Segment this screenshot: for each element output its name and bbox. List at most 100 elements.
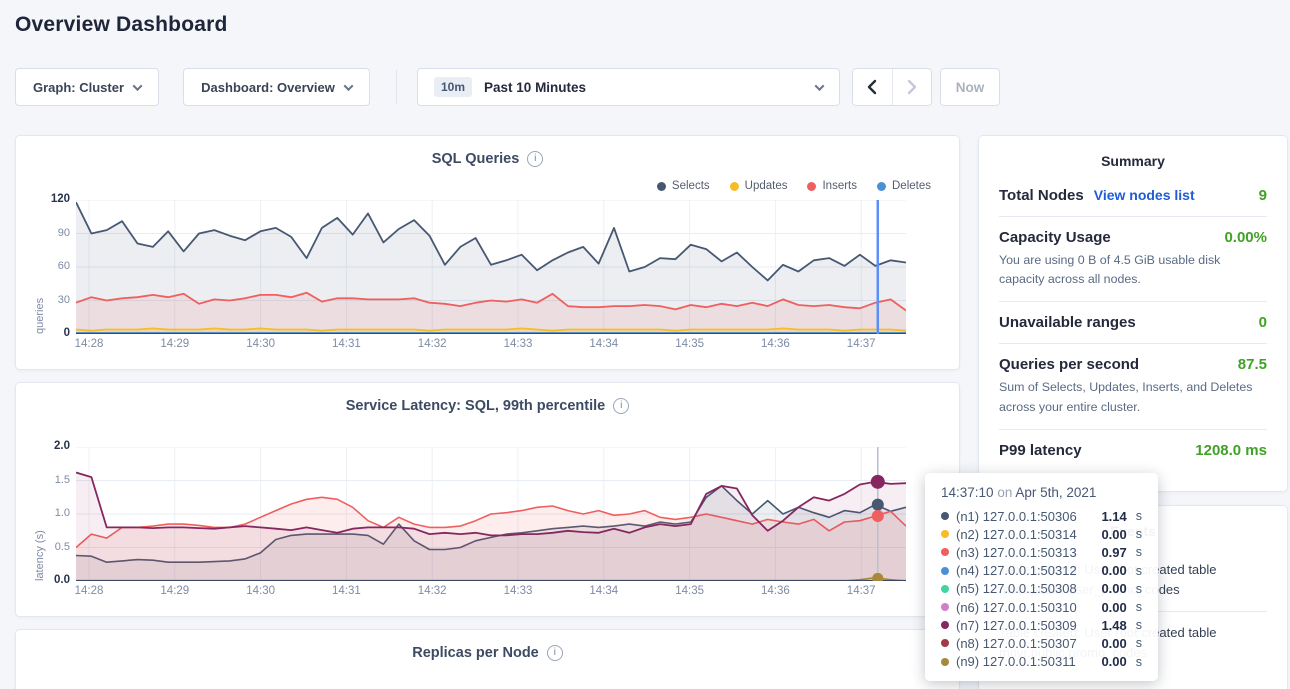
- x-tick-label: 14:30: [246, 338, 275, 350]
- summary-panel: Summary Total Nodes View nodes list 9 Ca…: [978, 135, 1288, 492]
- now-button[interactable]: Now: [940, 68, 1000, 106]
- summary-description: You are using 0 B of 4.5 GiB usable disk…: [999, 251, 1267, 289]
- y-tick-label: 1.0: [16, 507, 70, 519]
- latency-unit: s: [1136, 564, 1142, 578]
- latency-unit: s: [1136, 618, 1142, 632]
- legend-label: Updates: [745, 180, 788, 192]
- node-address: (n9) 127.0.0.1:50311: [956, 654, 1094, 669]
- tooltip-timestamp: 14:37:10 on Apr 5th, 2021: [941, 485, 1142, 500]
- legend-label: Inserts: [822, 180, 857, 192]
- latency-value: 1.14: [1101, 509, 1126, 524]
- latency-unit: s: [1136, 545, 1142, 559]
- chevron-left-icon: [866, 79, 878, 95]
- tooltip-row: (n8) 127.0.0.1:503070.00s: [941, 634, 1142, 652]
- summary-value: 0: [1259, 314, 1267, 331]
- sql-queries-chart: [76, 200, 906, 334]
- graph-dropdown[interactable]: Graph: Cluster: [15, 68, 159, 106]
- page-title: Overview Dashboard: [15, 13, 228, 37]
- latency-unit: s: [1136, 655, 1142, 669]
- summary-value: 1208.0 ms: [1195, 442, 1267, 459]
- series-dot: [941, 512, 949, 520]
- legend-item-updates[interactable]: Updates: [730, 180, 788, 192]
- node-address: (n4) 127.0.0.1:50312: [956, 563, 1094, 578]
- x-tick-label: 14:29: [160, 585, 189, 597]
- x-tick-label: 14:37: [847, 338, 876, 350]
- x-tick-label: 14:32: [418, 585, 447, 597]
- series-dot: [941, 658, 949, 666]
- legend-dot: [657, 182, 666, 191]
- latency-value: 0.00: [1101, 527, 1126, 542]
- sql-queries-chart-card: SQL Queries Selects Updates Inserts Deletes…: [15, 135, 960, 370]
- sql-queries-plot[interactable]: [76, 200, 906, 334]
- tooltip-row: (n9) 127.0.0.1:503110.00s: [941, 653, 1142, 671]
- latency-unit: s: [1136, 582, 1142, 596]
- latency-value: 0.00: [1101, 600, 1126, 615]
- chart-title: Replicas per Node: [412, 645, 539, 661]
- tooltip-row: (n6) 127.0.0.1:50310 0.00 s: [941, 598, 1142, 616]
- latency-value: 0.00: [1101, 563, 1126, 578]
- chart-title: Service Latency: SQL, 99th percentile: [346, 398, 606, 414]
- x-tick-label: 14:33: [504, 338, 533, 350]
- dashboard-dropdown-label: Dashboard: Overview: [201, 80, 335, 95]
- x-tick-label: 14:35: [675, 585, 704, 597]
- latency-unit: s: [1136, 509, 1142, 523]
- node-address: (n6) 127.0.0.1:50310: [956, 600, 1094, 615]
- latency-value: 0.97: [1101, 545, 1126, 560]
- step-forward-button[interactable]: [892, 69, 931, 105]
- chevron-right-icon: [906, 79, 918, 95]
- summary-label: P99 latency: [999, 442, 1082, 459]
- x-tick-label: 14:36: [761, 338, 790, 350]
- x-tick-label: 14:34: [589, 338, 618, 350]
- info-icon[interactable]: [613, 398, 629, 414]
- node-address: (n2) 127.0.0.1:50314: [956, 527, 1094, 542]
- x-tick-label: 14:32: [418, 338, 447, 350]
- info-icon[interactable]: [527, 151, 543, 167]
- chart-hover-tooltip: 14:37:10 on Apr 5th, 2021 (n1) 127.0.0.1…: [925, 473, 1158, 681]
- summary-row-p99-latency: P99 latency 1208.0 ms: [999, 430, 1267, 471]
- x-tick-label: 14:28: [75, 338, 104, 350]
- x-tick-label: 14:33: [504, 585, 533, 597]
- legend-dot: [730, 182, 739, 191]
- view-nodes-list-link[interactable]: View nodes list: [1094, 187, 1195, 203]
- x-tick-label: 14:34: [589, 585, 618, 597]
- time-step-buttons: [852, 68, 932, 106]
- legend-item-inserts[interactable]: Inserts: [807, 180, 857, 192]
- y-tick-label: 0.0: [16, 574, 70, 586]
- service-latency-plot[interactable]: [76, 447, 906, 581]
- chevron-down-icon: [133, 81, 143, 91]
- x-tick-label: 14:31: [332, 338, 361, 350]
- y-tick-label: 2.0: [16, 440, 70, 452]
- y-tick-label: 0: [16, 327, 70, 339]
- summary-description: Sum of Selects, Updates, Inserts, and De…: [999, 378, 1267, 416]
- series-dot: [941, 567, 949, 575]
- legend-item-deletes[interactable]: Deletes: [877, 180, 931, 192]
- tooltip-row: (n5) 127.0.0.1:503080.00s: [941, 580, 1142, 598]
- step-back-button[interactable]: [853, 69, 892, 105]
- summary-value: 0.00%: [1224, 229, 1267, 246]
- latency-unit: s: [1136, 600, 1142, 614]
- y-tick-label: 90: [16, 227, 70, 239]
- service-latency-chart: [76, 447, 906, 581]
- summary-label: Unavailable ranges: [999, 314, 1136, 331]
- tooltip-row: (n4) 127.0.0.1:50312 0.00 s: [941, 562, 1142, 580]
- summary-row-capacity-usage: Capacity Usage 0.00% You are using 0 B o…: [999, 217, 1267, 302]
- replicas-per-node-chart-card: Replicas per Node: [15, 629, 960, 689]
- info-icon[interactable]: [547, 645, 563, 661]
- legend-item-selects[interactable]: Selects: [657, 180, 710, 192]
- chart-title: SQL Queries: [432, 151, 520, 167]
- x-tick-label: 14:35: [675, 338, 704, 350]
- tooltip-rows: (n1) 127.0.0.1:503061.14s(n2) 127.0.0.1:…: [941, 507, 1142, 671]
- chevron-down-icon: [815, 81, 825, 91]
- time-range-selector[interactable]: 10m Past 10 Minutes: [417, 68, 840, 106]
- now-button-label: Now: [956, 80, 985, 95]
- chevron-down-icon: [343, 81, 353, 91]
- summary-label: Capacity Usage: [999, 229, 1111, 246]
- x-tick-label: 14:31: [332, 585, 361, 597]
- summary-title: Summary: [999, 153, 1267, 169]
- summary-label: Total Nodes: [999, 187, 1084, 204]
- summary-value: 87.5: [1238, 356, 1267, 373]
- latency-unit: s: [1136, 636, 1142, 650]
- y-tick-label: 60: [16, 260, 70, 272]
- summary-label: Queries per second: [999, 356, 1139, 373]
- dashboard-dropdown[interactable]: Dashboard: Overview: [183, 68, 370, 106]
